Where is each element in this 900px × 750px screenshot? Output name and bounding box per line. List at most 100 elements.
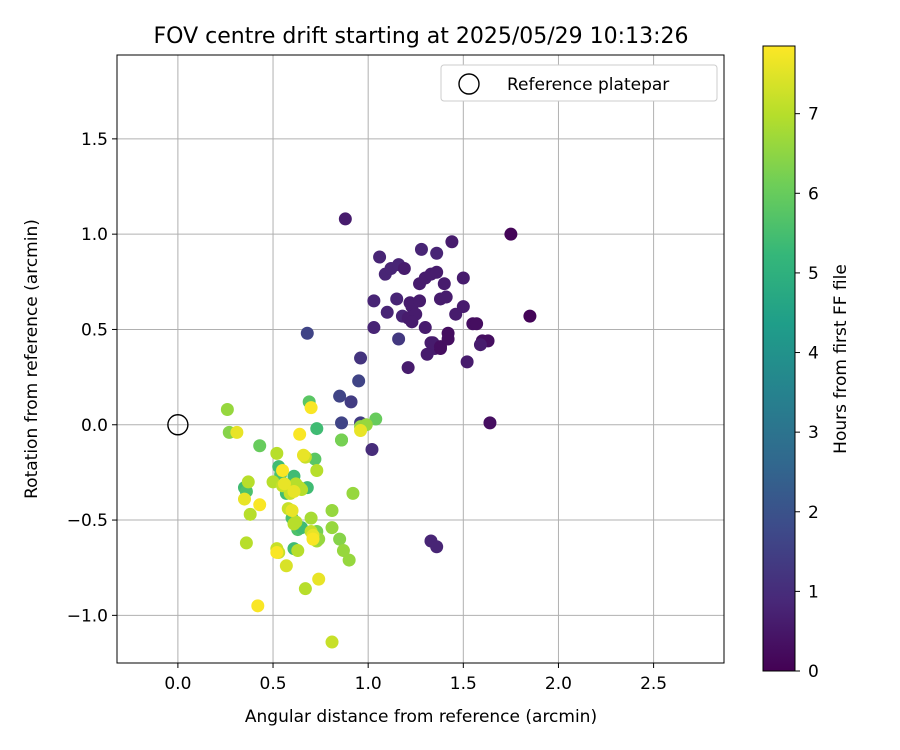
data-point <box>373 250 387 264</box>
data-point <box>413 294 427 308</box>
data-point <box>354 423 368 437</box>
legend-box <box>440 64 718 102</box>
x-axis-label: Angular distance from reference (arcmin) <box>245 707 597 727</box>
x-tick-label: 0.5 <box>260 674 287 694</box>
data-point <box>483 416 497 430</box>
data-point <box>251 599 265 613</box>
data-point <box>291 544 305 558</box>
data-point <box>304 401 318 415</box>
data-point <box>367 294 381 308</box>
data-point <box>312 572 326 586</box>
data-point <box>523 309 537 323</box>
data-point <box>276 463 290 477</box>
data-point <box>325 504 339 518</box>
data-point <box>338 212 352 226</box>
colorbar-tick-label: 5 <box>808 264 819 284</box>
data-point <box>430 540 444 554</box>
y-axis-label: Rotation from reference (arcmin) <box>22 219 42 499</box>
y-tick-label: 1.5 <box>81 130 108 150</box>
data-point <box>369 412 383 426</box>
data-point <box>504 227 518 241</box>
data-point <box>279 559 293 573</box>
y-tick-label: −1.0 <box>67 606 108 626</box>
legend-marker-icon <box>458 73 480 95</box>
data-point <box>243 507 257 521</box>
data-point <box>310 463 324 477</box>
data-point <box>460 355 474 369</box>
data-point <box>333 532 347 546</box>
data-point <box>470 317 484 331</box>
data-point <box>354 351 368 365</box>
data-point <box>456 271 470 285</box>
data-point <box>333 389 347 403</box>
data-point <box>306 532 320 546</box>
data-point <box>253 498 267 512</box>
grid-lines <box>117 55 724 663</box>
data-point <box>405 315 419 329</box>
data-point <box>325 635 339 649</box>
plot-area-frame <box>116 54 725 664</box>
data-point <box>270 545 284 559</box>
data-point <box>365 443 379 457</box>
data-point <box>445 235 459 249</box>
x-tick-label: 2.5 <box>640 674 667 694</box>
data-point <box>296 448 310 462</box>
data-point <box>239 536 253 550</box>
data-point <box>285 504 299 518</box>
data-point <box>220 403 234 417</box>
data-point <box>344 395 358 409</box>
data-points <box>220 212 537 649</box>
data-point <box>441 332 455 346</box>
data-point <box>335 416 349 430</box>
y-tick-label: 1.0 <box>81 225 108 245</box>
data-point <box>392 332 406 346</box>
data-point <box>304 511 318 525</box>
data-point <box>420 347 434 361</box>
data-point <box>342 553 356 567</box>
colorbar-tick-label: 6 <box>808 184 819 204</box>
data-point <box>293 427 307 441</box>
colorbar-tick-label: 0 <box>808 662 819 682</box>
data-point <box>401 361 415 375</box>
data-point <box>253 439 267 453</box>
data-point <box>414 242 428 256</box>
colorbar-tick-label: 7 <box>808 105 819 125</box>
x-tick-label: 1.5 <box>450 674 477 694</box>
legend-entry-label: Reference platepar <box>507 75 669 95</box>
data-point <box>397 261 411 275</box>
data-point <box>418 321 432 335</box>
data-point <box>270 446 284 460</box>
data-point <box>430 265 444 279</box>
colorbar-tick-label: 3 <box>808 423 819 443</box>
chart-title: FOV centre drift starting at 2025/05/29 … <box>154 24 689 49</box>
data-point <box>300 326 314 340</box>
data-point <box>287 484 301 498</box>
data-point <box>277 477 291 491</box>
x-tick-label: 0.0 <box>164 674 191 694</box>
colorbar-tick-label: 1 <box>808 582 819 602</box>
data-point <box>473 338 487 352</box>
colorbar-gradient <box>762 45 796 672</box>
data-point <box>439 290 453 304</box>
data-point <box>430 246 444 260</box>
data-point <box>352 374 366 388</box>
y-axis-ticks: −1.0 −0.5 0.0 0.5 1.0 1.5 <box>67 130 117 626</box>
x-axis-ticks: 0.0 0.5 1.0 1.5 2.0 2.5 <box>164 663 667 694</box>
data-point <box>437 277 451 291</box>
data-point <box>310 422 324 436</box>
reference-point <box>167 414 189 436</box>
y-tick-label: −0.5 <box>67 511 108 531</box>
y-tick-label: 0.0 <box>81 416 108 436</box>
data-point <box>237 492 251 506</box>
data-point <box>346 486 360 500</box>
data-point <box>298 582 312 596</box>
data-point <box>325 521 339 535</box>
data-point <box>456 300 470 314</box>
colorbar: 0 1 2 3 4 5 6 7 Hours from first FF file <box>762 45 851 682</box>
y-tick-label: 0.5 <box>81 320 108 340</box>
data-point <box>336 544 350 558</box>
colorbar-ticks: 0 1 2 3 4 5 6 7 <box>795 105 819 682</box>
colorbar-tick-label: 2 <box>808 503 819 523</box>
data-point <box>380 305 394 319</box>
